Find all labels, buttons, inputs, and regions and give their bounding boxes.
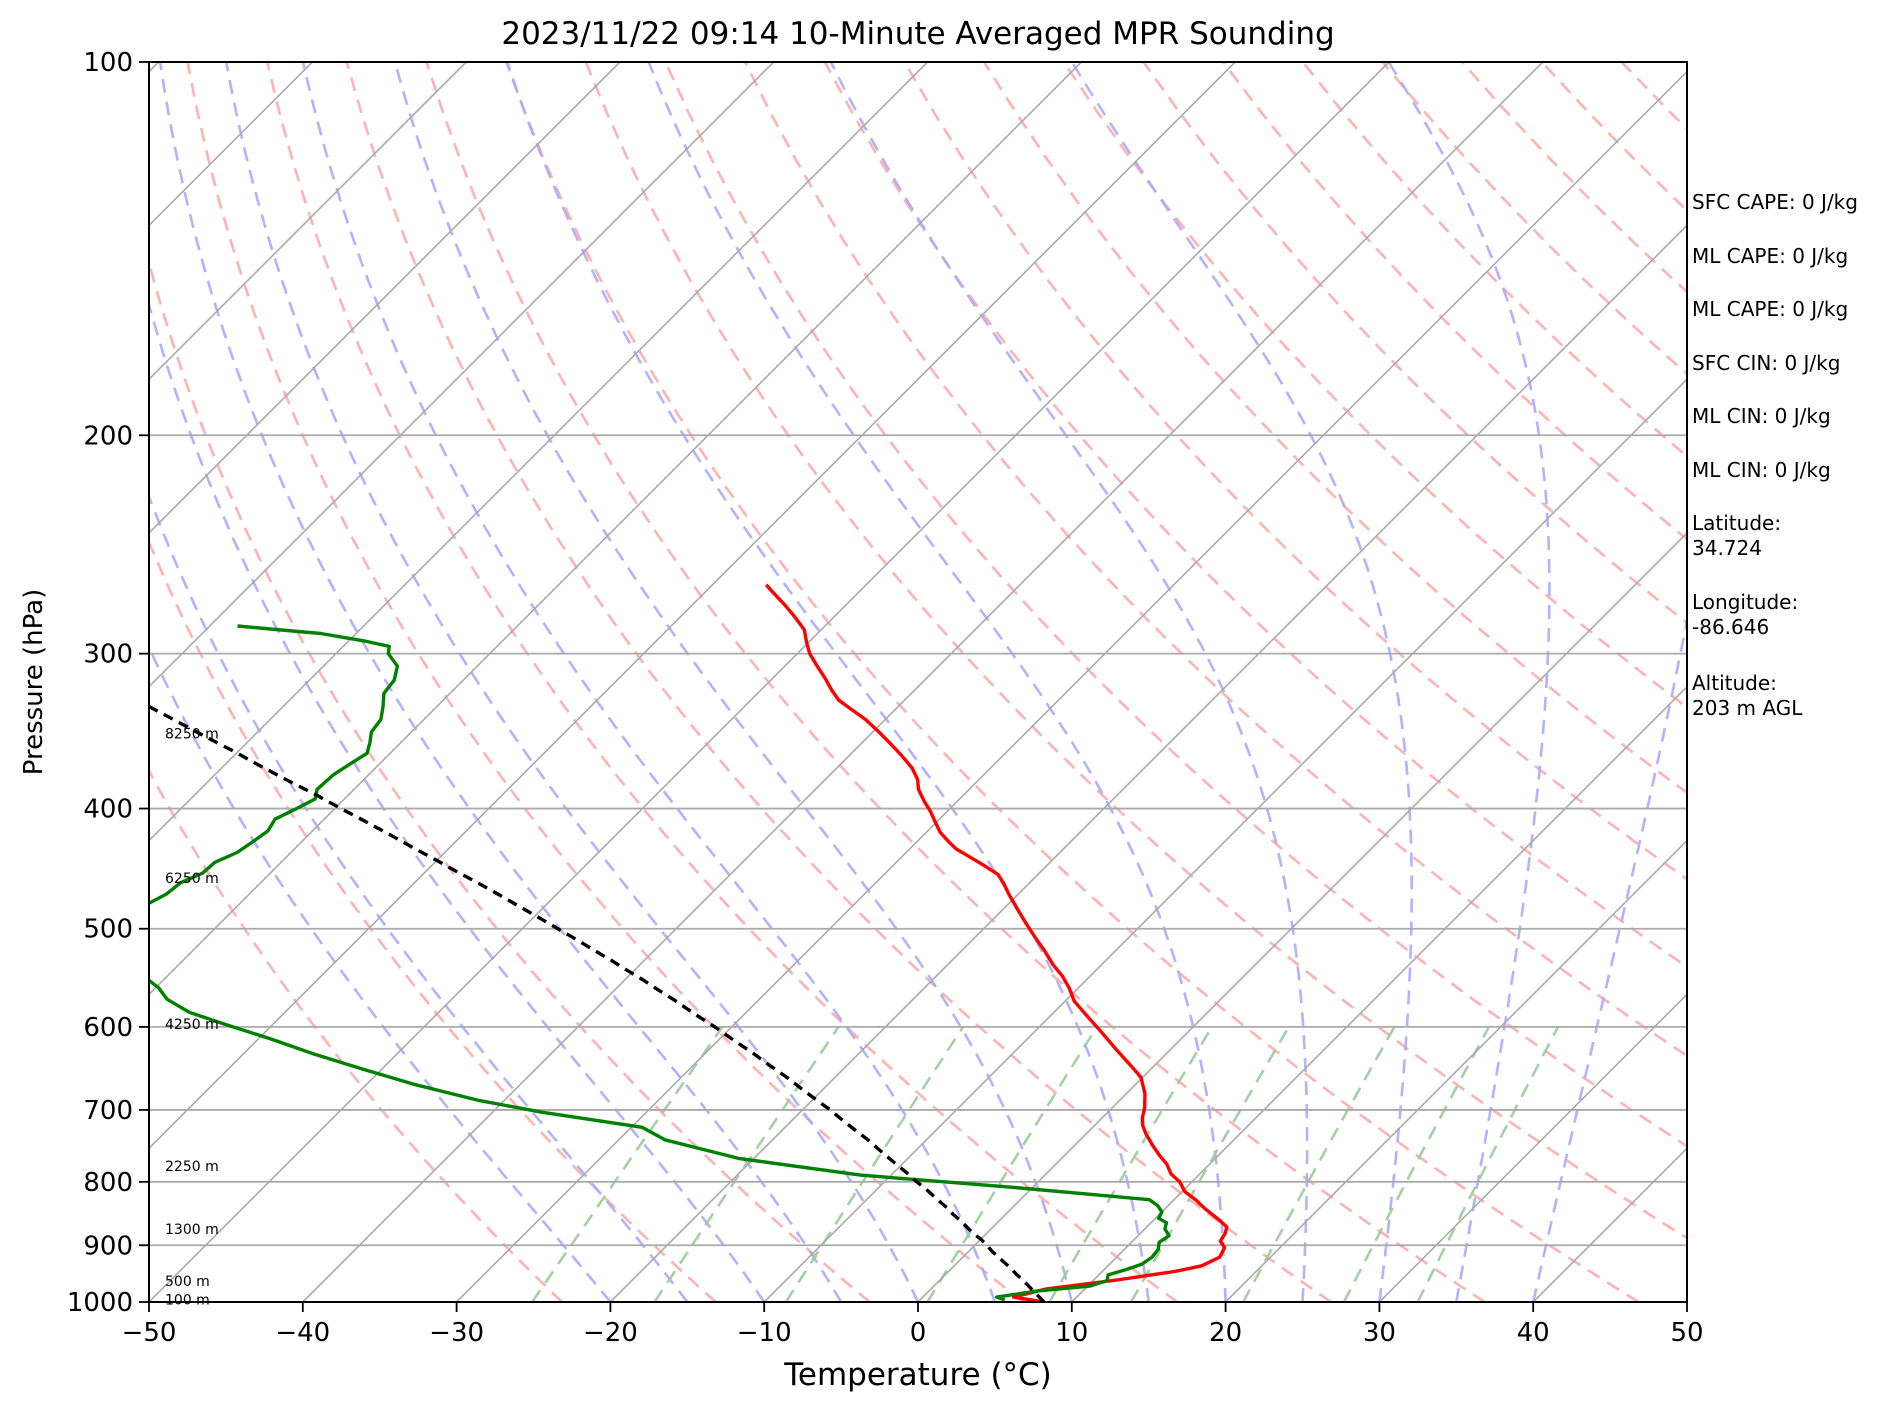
height-label: 1300 m [165, 1222, 219, 1238]
x-tick-label: −10 [737, 1318, 792, 1348]
isotherm [302, 62, 1544, 1302]
isotherm [456, 70, 1687, 1302]
moist-adiabat [158, 62, 843, 1302]
y-tick-label: 200 [83, 421, 133, 451]
y-axis-label: Pressure (hPa) [19, 589, 49, 776]
dry-adiabat [903, 62, 1687, 881]
x-tick-label: 40 [1517, 1318, 1550, 1348]
isotherm [609, 224, 1687, 1302]
x-tick-label: −30 [429, 1318, 484, 1348]
chart-title: 2023/11/22 09:14 10-Minute Averaged MPR … [501, 16, 1334, 52]
y-axis-ticks: 100 200 300 400 500 600 700 800 900 1000 [67, 48, 149, 1318]
isotherm [149, 62, 929, 842]
sounding-profiles [149, 583, 1229, 1302]
moist-adiabat [393, 62, 1074, 1302]
ml-cin-text-2: ML CIN: 0 J/kg [1692, 458, 1831, 482]
temperature-profile [764, 583, 1229, 1302]
y-tick-label: 1000 [67, 1288, 133, 1318]
dry-adiabat [149, 257, 871, 1302]
mixing-ratio-line [926, 1026, 1098, 1302]
dry-adiabat [982, 62, 1687, 795]
ml-cin-text: ML CIN: 0 J/kg [1692, 404, 1831, 428]
x-tick-label: 30 [1363, 1318, 1396, 1348]
moist-adiabat [1531, 613, 1687, 1302]
isotherm [149, 62, 621, 535]
mixing-ratio-line [531, 1026, 724, 1302]
moist-adiabat [1070, 62, 1413, 1302]
x-tick-label: −50 [122, 1318, 177, 1348]
mixing-ratio-line [1048, 1026, 1214, 1302]
moist-adiabat [224, 62, 920, 1302]
sfc-cin-text: SFC CIN: 0 J/kg [1692, 351, 1841, 375]
dry-adiabat [149, 538, 717, 1302]
dry-adiabat [186, 62, 1025, 1302]
dry-adiabat [504, 62, 1640, 1302]
moist-adiabat [647, 62, 1227, 1302]
dry-adiabat [1142, 62, 1687, 625]
y-tick-label: 800 [83, 1168, 133, 1198]
x-tick-label: 20 [1209, 1318, 1242, 1348]
height-label: 6250 m [165, 871, 219, 887]
isotherm [149, 62, 467, 381]
dry-adiabat [149, 768, 563, 1302]
dewpoint-profile [149, 624, 1171, 1302]
dry-adiabat [425, 62, 1486, 1302]
background-lines [0, 62, 1687, 1302]
dry-adiabat [664, 62, 1687, 1148]
moist-adiabat [149, 493, 689, 1302]
sfc-cape-text: SFC CAPE: 0 J/kg [1692, 190, 1858, 214]
moist-adiabat [149, 644, 612, 1302]
y-tick-label: 500 [83, 915, 133, 945]
isotherm [149, 62, 1082, 996]
moist-adiabat [1387, 62, 1551, 1302]
moist-adiabat [506, 62, 1150, 1302]
height-label: 500 m [165, 1274, 210, 1290]
x-tick-label: 0 [910, 1318, 927, 1348]
height-label: 8250 m [165, 727, 219, 743]
dry-adiabat [265, 62, 1178, 1302]
height-label: 100 m [165, 1292, 210, 1308]
isotherm [149, 62, 1236, 1150]
y-tick-label: 300 [83, 640, 133, 670]
y-tick-label: 600 [83, 1013, 133, 1043]
y-tick-label: 900 [83, 1231, 133, 1261]
x-tick-label: −40 [275, 1318, 330, 1348]
isotherm [0, 62, 5, 1302]
dry-adiabat [584, 62, 1687, 1240]
x-axis-ticks: −50 −40 −30 −20 −10 0 10 20 30 40 50 [122, 1302, 1704, 1348]
y-tick-label: 700 [83, 1096, 133, 1126]
mixing-ratio-line [1342, 1026, 1491, 1302]
isotherm [149, 62, 1390, 1302]
x-axis-label: Temperature (°C) [783, 1357, 1052, 1393]
dry-adiabat [345, 62, 1332, 1302]
altitude-text: Altitude: 203 m AGL [1692, 671, 1803, 720]
x-tick-label: 50 [1670, 1318, 1703, 1348]
height-label: 2250 m [165, 1159, 219, 1175]
y-tick-label: 400 [83, 795, 133, 825]
isotherm [917, 531, 1687, 1302]
mixing-ratio-line [1416, 1026, 1560, 1302]
dry-adiabat [1062, 62, 1687, 710]
isotherm [149, 62, 775, 688]
isotherm [1225, 839, 1687, 1302]
isotherm [1071, 685, 1687, 1302]
y-tick-label: 100 [83, 48, 133, 78]
parcel-profile [149, 704, 1046, 1302]
moist-adiabat [301, 62, 997, 1302]
x-tick-label: −20 [583, 1318, 638, 1348]
isotherm [1378, 993, 1687, 1302]
latitude-text: Latitude: 34.724 [1692, 511, 1782, 560]
isotherm [763, 378, 1687, 1302]
ml-cape-text-2: ML CAPE: 0 J/kg [1692, 297, 1849, 321]
plot-frame [148, 61, 1688, 1303]
height-labels: 8250 m 6250 m 4250 m 2250 m 1300 m 500 m 100 m [165, 727, 219, 1309]
longitude-text: Longitude: -86.646 [1692, 590, 1799, 639]
x-tick-label: 10 [1055, 1318, 1088, 1348]
ml-cape-text: ML CAPE: 0 J/kg [1692, 244, 1849, 268]
height-label: 4250 m [165, 1017, 219, 1033]
moist-adiabat [829, 62, 1309, 1302]
